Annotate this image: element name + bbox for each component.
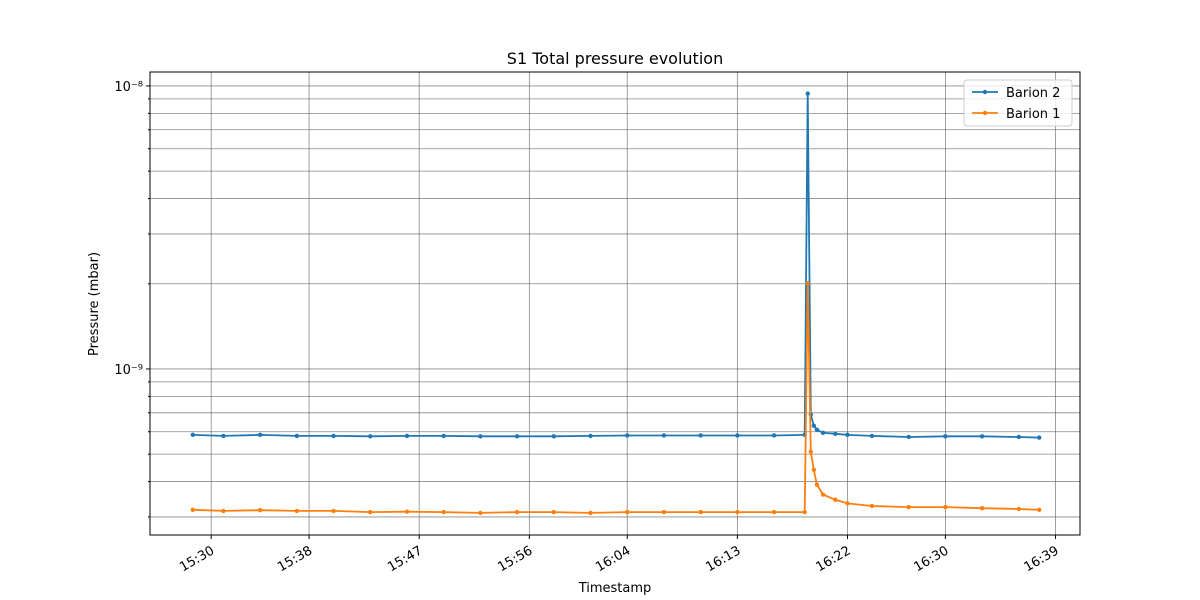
data-point bbox=[294, 433, 300, 439]
data-point bbox=[661, 433, 667, 438]
data-point bbox=[811, 467, 817, 473]
x-tick-label: 15:47 bbox=[385, 543, 425, 575]
data-point bbox=[845, 501, 850, 506]
x-axis-label: Timestamp bbox=[578, 581, 652, 596]
data-point bbox=[625, 433, 630, 438]
data-point bbox=[698, 433, 703, 438]
x-tick-label: 15:30 bbox=[177, 543, 217, 575]
data-point bbox=[257, 507, 263, 513]
data-point bbox=[1016, 434, 1022, 440]
data-point bbox=[190, 507, 196, 512]
data-point bbox=[833, 497, 838, 502]
data-point bbox=[943, 434, 948, 439]
data-point bbox=[735, 509, 740, 515]
data-point bbox=[869, 433, 875, 439]
data-point bbox=[833, 431, 838, 437]
data-point bbox=[1016, 506, 1022, 512]
data-point bbox=[331, 508, 336, 514]
x-tick-label: 15:56 bbox=[495, 543, 535, 575]
data-point bbox=[735, 433, 740, 438]
data-point bbox=[805, 91, 810, 96]
data-point bbox=[802, 509, 807, 515]
data-point bbox=[221, 433, 226, 439]
data-point bbox=[661, 509, 667, 515]
data-point bbox=[331, 433, 336, 439]
series-line bbox=[192, 93, 1040, 439]
data-point bbox=[588, 433, 593, 439]
data-point bbox=[294, 508, 300, 514]
x-tick-label: 15:38 bbox=[275, 543, 315, 575]
data-point bbox=[588, 510, 593, 516]
data-point bbox=[979, 506, 985, 511]
x-tick-label: 16:30 bbox=[911, 543, 951, 575]
chart-title: S1 Total pressure evolution bbox=[507, 49, 723, 68]
legend-marker bbox=[982, 110, 988, 116]
data-point bbox=[625, 509, 630, 515]
data-point bbox=[514, 509, 520, 515]
data-point bbox=[404, 509, 410, 514]
data-point bbox=[221, 508, 226, 514]
data-point bbox=[771, 509, 777, 515]
y-tick-label: 10⁻⁸ bbox=[114, 80, 143, 95]
legend-marker bbox=[982, 89, 988, 95]
data-point bbox=[820, 430, 826, 435]
x-tick-label: 16:04 bbox=[593, 543, 633, 575]
data-point bbox=[845, 432, 850, 438]
data-point bbox=[943, 504, 948, 510]
data-point bbox=[698, 509, 703, 515]
data-point bbox=[190, 432, 196, 438]
data-point bbox=[551, 509, 557, 515]
series-line bbox=[192, 283, 1040, 514]
legend-label: Barion 2 bbox=[1006, 86, 1060, 101]
x-tick-label: 16:22 bbox=[814, 543, 854, 575]
data-point bbox=[1037, 507, 1042, 512]
y-axis-label: Pressure (mbar) bbox=[87, 252, 102, 356]
data-point bbox=[814, 427, 820, 432]
data-point bbox=[1037, 435, 1042, 440]
data-point bbox=[441, 433, 446, 439]
data-point bbox=[478, 510, 483, 516]
data-point bbox=[869, 503, 875, 509]
y-tick-label: 10⁻⁹ bbox=[114, 363, 143, 378]
data-point bbox=[441, 509, 446, 515]
data-point bbox=[979, 434, 985, 439]
legend-label: Barion 1 bbox=[1006, 107, 1060, 122]
data-point bbox=[404, 433, 410, 439]
data-point bbox=[808, 449, 813, 454]
data-point bbox=[551, 434, 557, 439]
data-point bbox=[257, 432, 263, 438]
data-point bbox=[906, 504, 911, 510]
x-tick-label: 16:39 bbox=[1022, 543, 1062, 575]
x-tick-label: 16:13 bbox=[703, 543, 743, 575]
data-point bbox=[805, 280, 810, 286]
data-point bbox=[478, 434, 483, 439]
data-point bbox=[368, 434, 373, 439]
data-point bbox=[906, 434, 911, 440]
plot-frame bbox=[149, 71, 1081, 536]
data-point bbox=[771, 433, 777, 438]
data-point bbox=[814, 482, 820, 487]
data-point bbox=[811, 423, 817, 428]
data-point bbox=[514, 434, 520, 439]
data-point bbox=[368, 509, 373, 515]
data-point bbox=[820, 492, 826, 497]
